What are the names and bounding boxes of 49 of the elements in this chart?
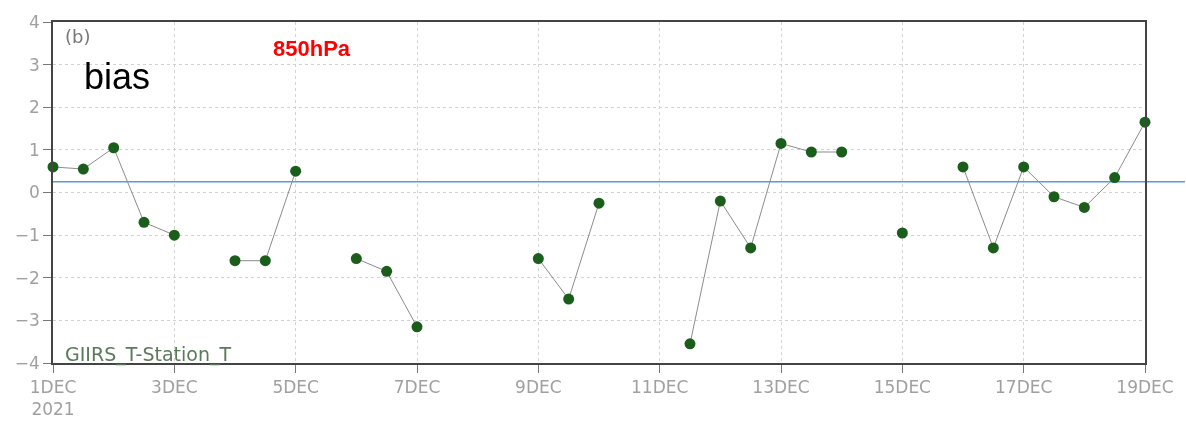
y-tick-label: −4 (14, 352, 40, 373)
x-tick-label: 5DEC (272, 377, 319, 398)
point (957, 161, 969, 173)
point (836, 146, 848, 158)
x-tick-label: 17DEC (995, 377, 1053, 398)
point (1048, 191, 1060, 203)
point (411, 321, 423, 333)
point (1109, 172, 1121, 184)
point (77, 163, 89, 175)
point (108, 142, 120, 154)
y-tick-label: −1 (14, 225, 40, 246)
x-tick-label: 1DEC 2021 (29, 377, 77, 420)
point (168, 229, 180, 241)
x-tick-label: 13DEC (752, 377, 810, 398)
annotation: (b) (65, 26, 91, 47)
annotation: GIIRS_T-Station_T (65, 343, 232, 366)
x-tick-label: 9DEC (515, 377, 562, 398)
point (805, 146, 817, 158)
point (775, 137, 787, 149)
point (714, 195, 726, 207)
annotation: bias (84, 56, 151, 97)
y-tick-label: 4 (29, 11, 40, 32)
point (229, 255, 241, 267)
point (290, 165, 302, 177)
point (1018, 161, 1030, 173)
point (563, 293, 575, 305)
point (259, 255, 271, 267)
point (896, 227, 908, 239)
y-tick-label: 3 (29, 54, 40, 75)
x-tick-label: 15DEC (873, 377, 931, 398)
x-tick-label: 3DEC (151, 377, 198, 398)
point (138, 216, 150, 228)
point (745, 242, 757, 254)
y-tick-label: 2 (29, 97, 40, 118)
x-tick-label: 11DEC (631, 377, 689, 398)
y-tick-label: 0 (29, 182, 40, 203)
point (684, 338, 696, 350)
y-tick-label: 1 (29, 139, 40, 160)
x-tick-label: 19DEC (1116, 377, 1174, 398)
x-tick-label: 7DEC (393, 377, 441, 398)
point (532, 253, 544, 265)
point (593, 197, 605, 209)
point (381, 265, 393, 277)
point (1078, 201, 1090, 213)
annotation: 850hPa (273, 36, 351, 61)
point (350, 253, 362, 265)
point (987, 242, 999, 254)
y-tick-label: −3 (14, 310, 40, 331)
y-tick-label: −2 (14, 267, 40, 288)
